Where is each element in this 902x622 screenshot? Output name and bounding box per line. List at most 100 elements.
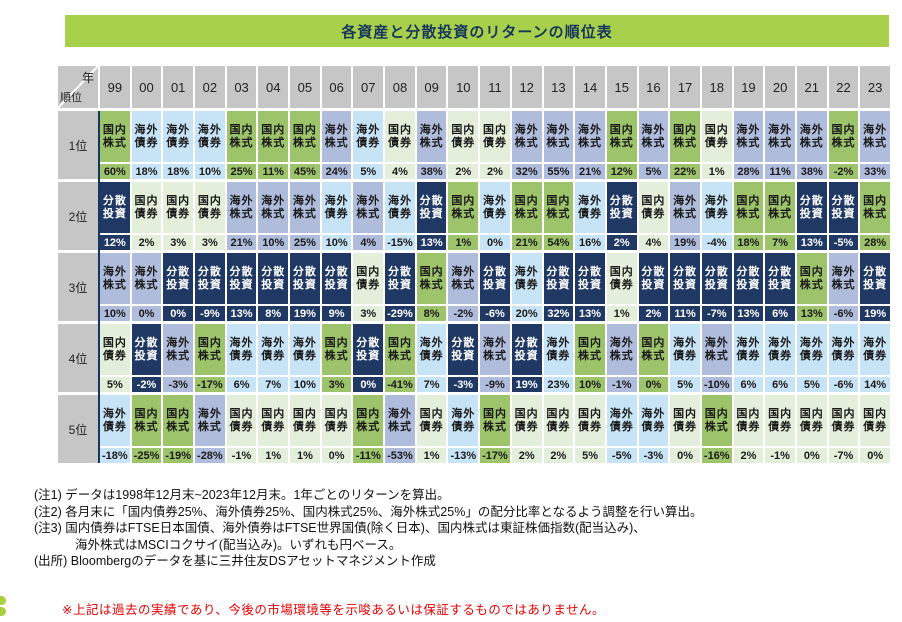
cell-06-rank3: 分散 投資 9% [321, 253, 352, 321]
asset-name: 分散 投資 [356, 336, 381, 362]
asset-return-value: 33% [860, 162, 890, 179]
asset-return-value: -41% [385, 375, 415, 392]
asset-return-value: 14% [860, 375, 890, 392]
asset-return-value: 1% [448, 233, 479, 250]
asset-return-value: -7% [828, 446, 859, 463]
cell-03-rank3: 分散 投資 13% [226, 253, 257, 321]
asset-return-value: 2% [606, 233, 637, 250]
asset-name: 国内 債券 [324, 407, 349, 433]
asset-name: 海外 債券 [546, 336, 571, 362]
asset-return-value: 5% [100, 375, 130, 392]
asset-return-value: -6% [828, 375, 859, 392]
asset-return-value: -6% [480, 304, 510, 321]
asset-return-value: 8% [258, 304, 289, 321]
asset-name: 海外 債券 [514, 265, 539, 291]
cell-02-rank1: 海外 債券 10% [195, 111, 225, 179]
cell-14-rank3: 分散 投資 13% [575, 253, 605, 321]
asset-return-value: 4% [638, 233, 669, 250]
cell-18-rank1: 国内 債券 1% [701, 111, 732, 179]
asset-return-value: 0% [638, 375, 669, 392]
asset-return-value: -17% [195, 375, 225, 392]
asset-name: 国内 株式 [673, 123, 698, 149]
cell-02-rank5: 海外 株式 -28% [195, 395, 225, 463]
asset-name: 海外 債券 [609, 407, 634, 433]
asset-name: 海外 株式 [356, 194, 381, 220]
asset-return-value: 18% [163, 162, 194, 179]
cell-15-rank1: 国内 株式 12% [606, 111, 637, 179]
cell-12-rank5: 国内 債券 2% [511, 395, 542, 463]
asset-name: 分散 投資 [134, 336, 159, 362]
asset-return-value: 13% [575, 304, 605, 321]
asset-return-value: 28% [860, 233, 890, 250]
cell-16-rank4: 国内 株式 0% [638, 324, 669, 392]
asset-return-value: -1% [765, 446, 795, 463]
cell-19-rank3: 分散 投資 13% [733, 253, 764, 321]
cell-02-rank4: 国内 株式 -17% [195, 324, 225, 392]
asset-return-value: -17% [480, 446, 510, 463]
asset-name: 海外 株式 [387, 407, 412, 433]
asset-name: 分散 投資 [546, 265, 571, 291]
asset-name: 国内 債券 [673, 407, 698, 433]
asset-name: 分散 投資 [451, 336, 476, 362]
footnote-line-1: (注1) データは1998年12月末~2023年12月末。1年ごとのリターンを算… [34, 488, 450, 502]
asset-return-value: -28% [195, 446, 225, 463]
asset-name: 国内 株式 [356, 407, 381, 433]
rank-label-1: 1位 [58, 111, 98, 179]
cell-01-rank2: 国内 債券 3% [163, 182, 194, 250]
asset-name: 海外 株式 [863, 123, 888, 149]
asset-return-value: -19% [163, 446, 194, 463]
asset-return-value: -5% [606, 446, 637, 463]
asset-name: 海外 債券 [451, 407, 476, 433]
cell-23-rank3: 分散 投資 19% [860, 253, 890, 321]
asset-return-value: 18% [733, 233, 764, 250]
cell-04-rank3: 分散 投資 8% [258, 253, 289, 321]
cell-01-rank3: 分散 投資 0% [163, 253, 194, 321]
asset-name: 分散 投資 [768, 265, 793, 291]
asset-name: 国内 株式 [387, 336, 412, 362]
asset-return-value: 12% [606, 162, 637, 179]
asset-return-value: 21% [511, 233, 542, 250]
cell-06-rank2: 海外 債券 10% [321, 182, 352, 250]
asset-name: 海外 株式 [166, 336, 191, 362]
asset-name: 国内 債券 [356, 265, 381, 291]
page-edge-logo-mark [0, 607, 6, 616]
year-header-02: 02 [195, 66, 225, 108]
asset-return-value: 1% [701, 162, 732, 179]
cell-22-rank5: 国内 債券 -7% [828, 395, 859, 463]
asset-return-value: 11% [765, 162, 795, 179]
corner-rank-label: 順位 [60, 92, 82, 104]
asset-return-value: 16% [575, 233, 605, 250]
asset-name: 海外 株式 [514, 123, 539, 149]
cell-00-rank3: 海外 株式 0% [131, 253, 162, 321]
cell-15-rank3: 国内 債券 1% [606, 253, 637, 321]
year-header-08: 08 [385, 66, 415, 108]
cell-03-rank1: 国内 株式 25% [226, 111, 257, 179]
asset-return-value: -6% [828, 304, 859, 321]
cell-08-rank3: 分散 投資 -29% [385, 253, 415, 321]
asset-name: 海外 株式 [324, 123, 349, 149]
cell-19-rank2: 国内 株式 18% [733, 182, 764, 250]
asset-name: 海外 株式 [768, 123, 793, 149]
cell-09-rank5: 国内 債券 1% [416, 395, 447, 463]
asset-return-value: -53% [385, 446, 415, 463]
asset-name: 海外 債券 [863, 336, 888, 362]
asset-name: 国内 債券 [166, 194, 191, 220]
asset-return-value: -1% [606, 375, 637, 392]
asset-name: 海外 株式 [229, 194, 254, 220]
asset-return-value: 0% [163, 304, 194, 321]
cell-20-rank4: 海外 債券 6% [765, 324, 795, 392]
asset-name: 海外 株式 [102, 265, 127, 291]
asset-return-value: -11% [353, 446, 384, 463]
asset-return-value: 11% [670, 304, 700, 321]
table-corner-cell: 年 順位 [58, 66, 98, 108]
asset-return-value: -25% [131, 446, 162, 463]
cell-14-rank2: 海外 債券 16% [575, 182, 605, 250]
cell-21-rank1: 海外 株式 38% [796, 111, 827, 179]
asset-name: 国内 債券 [704, 123, 729, 149]
asset-name: 国内 株式 [578, 336, 603, 362]
asset-name: 国内 債券 [831, 407, 856, 433]
asset-return-value: -16% [701, 446, 732, 463]
asset-return-value: 32% [511, 162, 542, 179]
asset-return-value: -4% [701, 233, 732, 250]
asset-return-value: 1% [416, 446, 447, 463]
